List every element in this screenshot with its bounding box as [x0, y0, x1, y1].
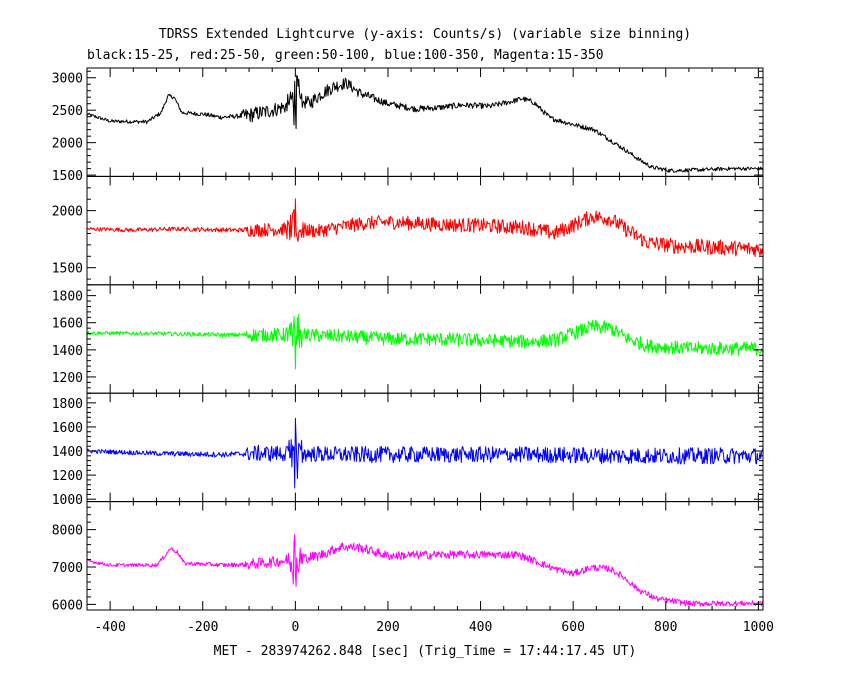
chart-subtitle: black:15-25, red:25-50, green:50-100, bl… [87, 48, 604, 63]
y-tick-label-0-2: 2500 [52, 104, 83, 119]
y-tick-label-0-3: 3000 [52, 72, 83, 87]
x-axis-label: MET - 283974262.848 [sec] (Trig_Time = 1… [214, 644, 637, 659]
series-line-1 [87, 199, 763, 257]
y-tick-label-2-2: 1600 [52, 317, 83, 332]
y-tick-label-3-2: 1400 [52, 445, 83, 460]
y-tick-label-4-1: 7000 [52, 561, 83, 576]
x-tick-label-5: 600 [561, 620, 584, 635]
y-tick-label-1-0: 1500 [52, 262, 83, 277]
y-tick-label-2-0: 1200 [52, 371, 83, 386]
series-line-0 [87, 76, 763, 173]
series-line-3 [87, 418, 763, 488]
panel-frame-4 [87, 502, 763, 610]
x-axis: -400 -200 0 200 400 600 800 1000 [94, 620, 774, 635]
series-line-2 [87, 314, 763, 369]
x-tick-label-4: 400 [469, 620, 492, 635]
y-tick-label-3-1: 1200 [52, 469, 83, 484]
panel-frame-1 [87, 176, 763, 284]
x-tick-label-1: -200 [187, 620, 218, 635]
panel-frame-0 [87, 68, 763, 176]
x-tick-label-6: 800 [654, 620, 677, 635]
y-tick-label-4-0: 6000 [52, 598, 83, 613]
panel-0: 1500 2000 2500 3000 [52, 68, 763, 184]
series-line-4 [87, 535, 763, 607]
panel-1: 1500 2000 [52, 176, 763, 284]
y-tick-label-0-1: 2000 [52, 137, 83, 152]
y-tick-label-0-0: 1500 [52, 169, 83, 184]
x-tick-label-7: 1000 [743, 620, 774, 635]
panel-3: 1000 1200 1400 1600 1800 [52, 393, 763, 508]
y-tick-label-1-1: 2000 [52, 205, 83, 220]
x-tick-label-2: 0 [291, 620, 299, 635]
y-tick-label-4-2: 8000 [52, 524, 83, 539]
y-tick-label-2-3: 1800 [52, 290, 83, 305]
panels-group: 1500 2000 2500 3000 1500 2000 1200 1400 1600 1800… [52, 68, 763, 613]
x-tick-label-0: -400 [94, 620, 125, 635]
y-tick-label-3-0: 1000 [52, 493, 83, 508]
y-tick-label-2-1: 1400 [52, 344, 83, 359]
panel-4: 6000 7000 8000 [52, 502, 763, 614]
chart-title: TDRSS Extended Lightcurve (y-axis: Count… [159, 27, 691, 42]
y-tick-label-3-4: 1800 [52, 397, 83, 412]
panel-2: 1200 1400 1600 1800 [52, 285, 763, 393]
x-tick-label-3: 200 [376, 620, 399, 635]
y-tick-label-3-3: 1600 [52, 421, 83, 436]
